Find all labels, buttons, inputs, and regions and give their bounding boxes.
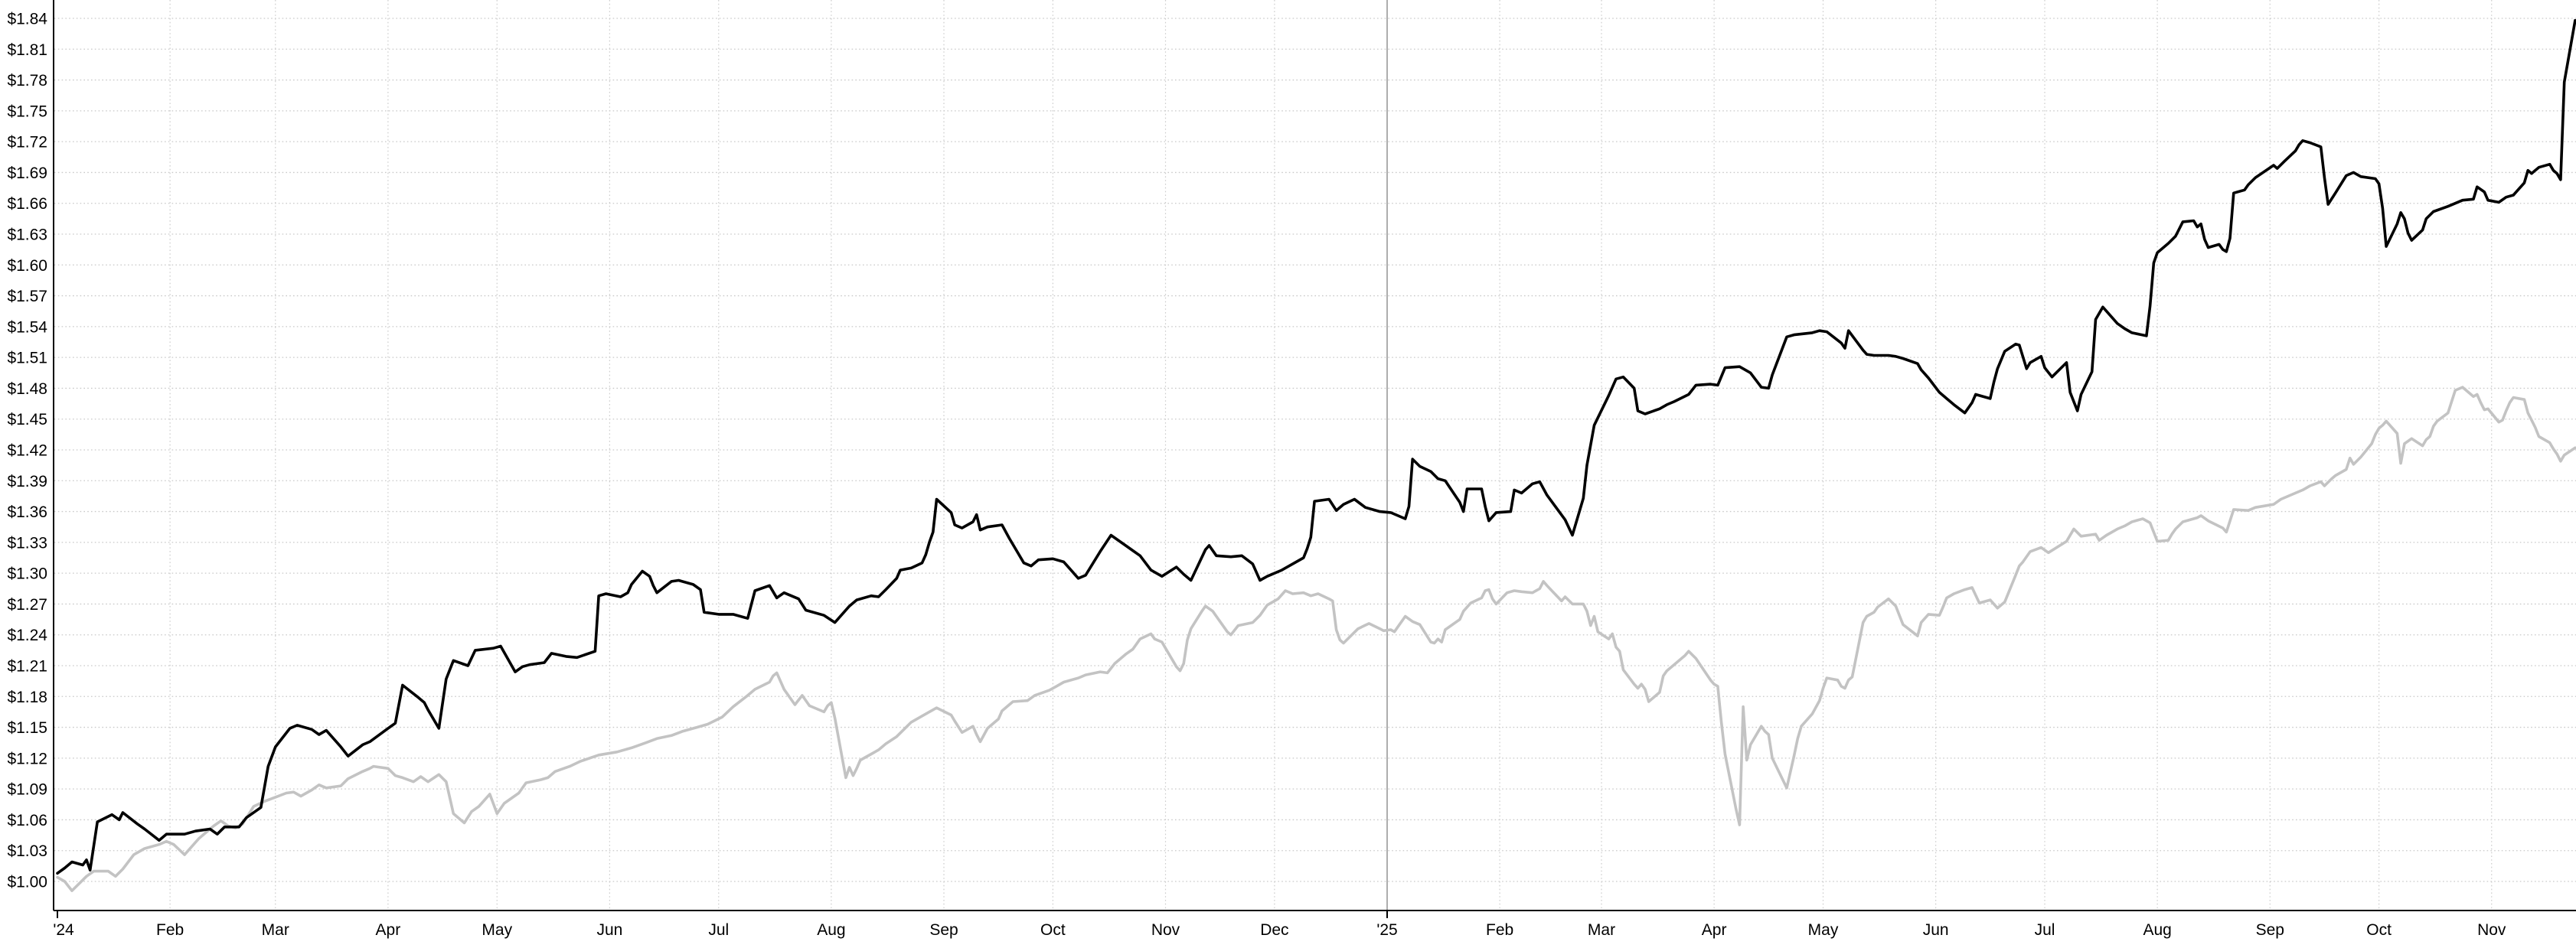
x-tick-label: Mar [262,921,289,939]
series-lines [56,18,2576,892]
y-tick-label: $1.66 [7,195,47,213]
y-tick-label: $1.36 [7,503,47,521]
y-tick-label: $1.48 [7,380,47,398]
x-tick-label: '24 [53,921,74,939]
y-tick-label: $1.15 [7,719,47,737]
y-tick-label: $1.27 [7,596,47,614]
y-tick-label: $1.18 [7,689,47,706]
x-tick-label: Sep [929,921,958,939]
y-tick-label: $1.06 [7,812,47,829]
x-tick-label: Feb [156,921,184,939]
x-tick-label: Dec [1260,921,1288,939]
x-tick-label: May [482,921,512,939]
x-gridlines [169,0,2493,911]
x-tick-label: Nov [1151,921,1180,939]
y-gridlines [54,18,2576,882]
x-tick-label: Aug [817,921,845,939]
x-tick-label: Sep [2256,921,2284,939]
x-axis-labels: '24 Feb Mar Apr May Jun Jul Aug Sep Oct Nov Dec '25 F… [53,921,2506,939]
y-tick-label: $1.54 [7,318,47,336]
y-tick-label: $1.03 [7,842,47,860]
x-tick-label: Mar [1588,921,1615,939]
y-tick-label: $1.39 [7,473,47,490]
y-tick-label: $1.75 [7,103,47,120]
x-tick-label: Jun [596,921,622,939]
y-tick-label: $1.60 [7,257,47,275]
series-line-gray-benchmark [56,386,2576,892]
x-tick-label: May [1808,921,1839,939]
x-tick-label: Oct [2366,921,2392,939]
x-tick-label: Apr [1702,921,1727,939]
y-tick-label: $1.72 [7,134,47,151]
y-tick-label: $1.63 [7,226,47,244]
axis-lines [53,0,2576,918]
y-tick-label: $1.33 [7,534,47,552]
y-tick-label: $1.24 [7,627,47,644]
y-tick-label: $1.30 [7,565,47,583]
y-tick-label: $1.21 [7,658,47,676]
y-tick-label: $1.45 [7,411,47,428]
y-tick-label: $1.00 [7,874,47,891]
x-tick-label: Feb [1486,921,1513,939]
y-tick-label: $1.09 [7,781,47,799]
y-axis-labels: $1.00 $1.03 $1.06 $1.09 $1.12 $1.15 $1.18 $1.21… [7,11,47,891]
x-tick-label: Nov [2477,921,2506,939]
y-tick-label: $1.51 [7,350,47,367]
y-tick-label: $1.42 [7,442,47,460]
x-tick-label: Apr [376,921,401,939]
y-tick-label: $1.84 [7,11,47,28]
x-tick-label: Jul [708,921,729,939]
x-tick-label: Jun [1923,921,1949,939]
x-tick-label: Jul [2035,921,2055,939]
y-tick-label: $1.57 [7,288,47,305]
y-tick-label: $1.78 [7,72,47,90]
x-tick-label: Oct [1040,921,1066,939]
x-tick-label: '25 [1376,921,1397,939]
y-tick-label: $1.69 [7,165,47,182]
y-tick-label: $1.12 [7,750,47,767]
series-line-black-fund [56,18,2576,875]
y-tick-label: $1.81 [7,41,47,59]
x-tick-label: Aug [2143,921,2171,939]
